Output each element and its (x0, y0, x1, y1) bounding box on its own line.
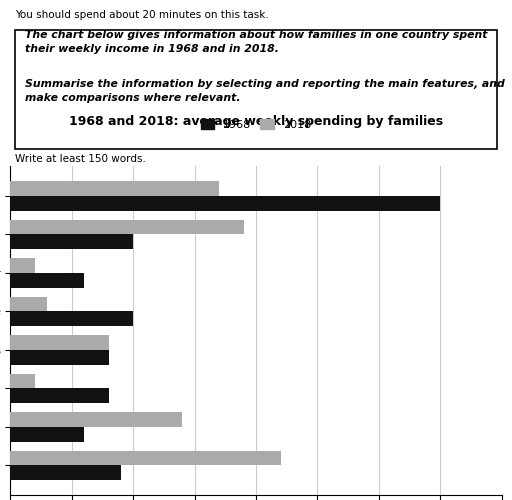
Bar (10, 297, 47, 312)
Bar (10, 220, 244, 234)
Bar (10, 350, 109, 364)
Text: You should spend about 20 minutes on this task.: You should spend about 20 minutes on thi… (15, 10, 269, 20)
Title: 1968 and 2018: average weekly spending by families: 1968 and 2018: average weekly spending b… (69, 114, 443, 128)
Bar (10, 466, 121, 480)
Bar (10, 182, 219, 196)
Bar (10, 374, 35, 388)
Text: The chart below gives information about how families in one country spent
their : The chart below gives information about … (25, 30, 487, 54)
Legend: 1968, 2018: 1968, 2018 (197, 114, 315, 134)
Bar (10, 258, 35, 273)
Bar (10, 234, 133, 249)
Text: Write at least 150 words.: Write at least 150 words. (15, 154, 146, 164)
FancyBboxPatch shape (15, 30, 497, 149)
Bar (10, 312, 133, 326)
Bar (10, 412, 182, 427)
Text: Summarise the information by selecting and reporting the main features, and
make: Summarise the information by selecting a… (25, 78, 505, 102)
Bar (10, 451, 281, 466)
Bar (10, 336, 109, 350)
Bar (10, 273, 84, 287)
Bar (10, 388, 109, 403)
Bar (10, 427, 84, 442)
Bar (10, 196, 440, 210)
